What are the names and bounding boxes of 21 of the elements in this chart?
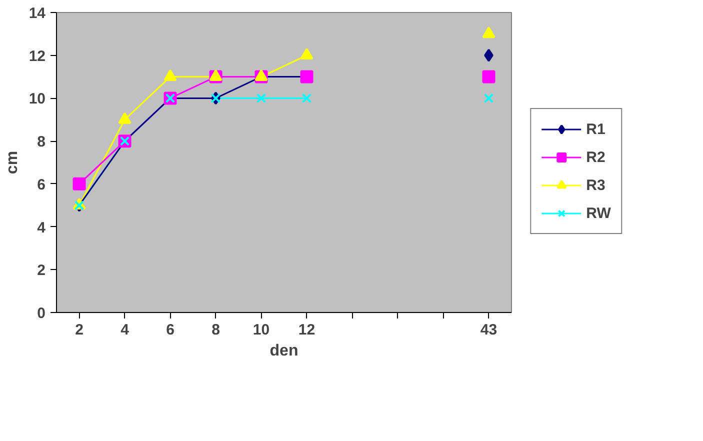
y-tick-label: 0 — [37, 305, 46, 322]
x-tick-label: 6 — [166, 322, 174, 338]
x-tick-label: 12 — [298, 322, 316, 338]
y-tick-label: 2 — [37, 262, 46, 280]
y-tick-label: 8 — [37, 134, 46, 151]
y-tick-label: 6 — [37, 176, 46, 194]
x-tick-label: 2 — [75, 322, 84, 338]
legend-label: RW — [586, 204, 611, 222]
x-axis-title: den — [270, 342, 298, 360]
legend-label: R2 — [586, 148, 606, 166]
y-tick-label: 12 — [28, 48, 46, 65]
y-tick-label: 14 — [28, 5, 46, 22]
y-tick-label: 4 — [37, 219, 46, 236]
legend-label: R3 — [586, 176, 606, 194]
x-tick-label: 4 — [120, 322, 130, 338]
y-tick-label: 10 — [28, 90, 46, 108]
x-tick-label: 10 — [252, 322, 270, 338]
y-axis-title: cm — [4, 150, 21, 174]
x-tick-label: 8 — [212, 322, 220, 338]
x-tick-label: 43 — [480, 322, 498, 338]
legend-label: R1 — [586, 120, 606, 138]
